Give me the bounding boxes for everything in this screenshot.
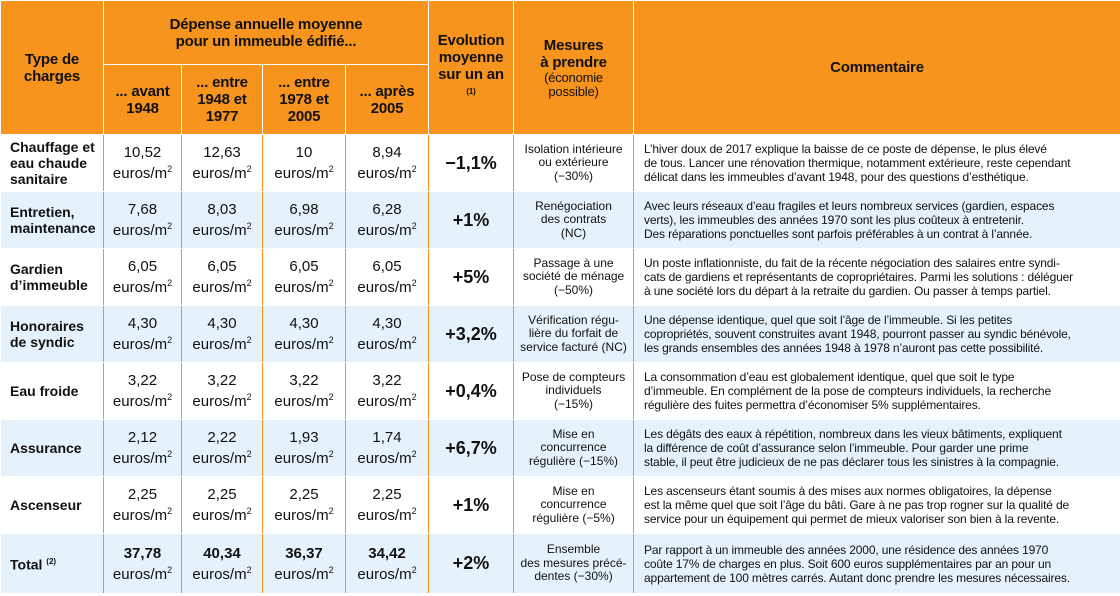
expense-value: 4,30 euros/m2 <box>262 305 346 363</box>
expense-value: 6,05 euros/m2 <box>103 248 182 306</box>
evolution-value: +5% <box>428 248 515 306</box>
table-row: Eau froide 3,22 euros/m2 3,22 euros/m2 3,22 eu… <box>0 362 1120 420</box>
expense-value: 6,28 euros/m2 <box>344 191 430 249</box>
charge-type: Entretien, maintenance <box>0 191 104 249</box>
expense-value: 3,22 euros/m2 <box>103 362 182 420</box>
total-footnote: (2) <box>46 557 57 567</box>
comment-text: La consommation d’eau est globalement id… <box>633 362 1120 420</box>
expense-value: 10 euros/m2 <box>262 134 346 192</box>
header-type-label: Type de charges <box>23 50 81 85</box>
table-row: Chauffage et eau chaude sanitaire 10,52 euro… <box>0 134 1120 192</box>
expense-value: 4,30 euros/m2 <box>344 305 430 363</box>
table-row: Honoraires de syndic 4,30 euros/m2 4,30 euros… <box>0 305 1120 363</box>
expense-value: 36,37 euros/m2 <box>262 533 346 594</box>
expense-value: 4,30 euros/m2 <box>181 305 263 363</box>
expense-value: 2,25 euros/m2 <box>181 476 263 534</box>
measure-text: Isolation intérieure ou extérieure (−30%) <box>513 134 635 192</box>
expense-value: 34,42 euros/m2 <box>344 533 430 594</box>
expense-value: 3,22 euros/m2 <box>344 362 430 420</box>
evolution-value: +2% <box>428 533 515 594</box>
comment-text: Les dégâts des eaux à répétition, nombre… <box>633 419 1120 477</box>
evolution-value: +3,2% <box>428 305 515 363</box>
header-mesures-label: Mesures à prendre (économie possible) <box>540 36 607 99</box>
expense-value: 10,52 euros/m2 <box>103 134 182 192</box>
comment-text: Avec leurs réseaux d’eau fragiles et leu… <box>633 191 1120 249</box>
charge-type: Assurance <box>0 419 104 477</box>
expense-value: 8,03 euros/m2 <box>181 191 263 249</box>
measure-text: Mise en concurrence régulière (−15%) <box>513 419 635 477</box>
comment-text: Une dépense identique, quel que soit l’â… <box>633 305 1120 363</box>
charge-type: Eau froide <box>0 362 104 420</box>
header-period-avant-1948: ... avant 1948 <box>103 64 182 135</box>
evolution-value: +0,4% <box>428 362 515 420</box>
expense-value: 2,12 euros/m2 <box>103 419 182 477</box>
comment-text: Les ascenseurs étant soumis à des mises … <box>633 476 1120 534</box>
evolution-value: −1,1% <box>428 134 515 192</box>
header-period-1978-2005: ... entre 1978 et 2005 <box>262 64 346 135</box>
expense-value: 6,05 euros/m2 <box>262 248 346 306</box>
table-row: Assurance 2,12 euros/m2 2,22 euros/m2 1,93 eur… <box>0 419 1120 477</box>
charge-type: Ascenseur <box>0 476 104 534</box>
charge-type: Chauffage et eau chaude sanitaire <box>0 134 104 192</box>
header-evolution: Evolution moyenne sur un an (1) <box>428 0 515 135</box>
table-row: Entretien, maintenance 7,68 euros/m2 8,03 eur… <box>0 191 1120 249</box>
evolution-value: +1% <box>428 191 515 249</box>
header-commentaire: Commentaire <box>633 0 1120 135</box>
header-period-apres-2005: ... après 2005 <box>344 64 430 135</box>
expense-value: 40,34 euros/m2 <box>181 533 263 594</box>
comment-text: Par rapport à un immeuble des années 200… <box>633 533 1120 594</box>
table-row: Ascenseur 2,25 euros/m2 2,25 euros/m2 2,25 eur… <box>0 476 1120 534</box>
expense-value: 3,22 euros/m2 <box>181 362 263 420</box>
charge-type: Honoraires de syndic <box>0 305 104 363</box>
header-mesures: Mesures à prendre (économie possible) <box>513 0 635 135</box>
expense-value: 8,94 euros/m2 <box>344 134 430 192</box>
expense-value: 4,30 euros/m2 <box>103 305 182 363</box>
header-period-1948-1977: ... entre 1948 et 1977 <box>181 64 263 135</box>
expense-value: 7,68 euros/m2 <box>103 191 182 249</box>
expense-value: 1,93 euros/m2 <box>262 419 346 477</box>
measure-text: Passage à une société de ménage (−50%) <box>513 248 635 306</box>
measure-text: Renégociation des contrats (NC) <box>513 191 635 249</box>
table-row: Total (2) 37,78 euros/m2 40,34 euros/m2 36,37… <box>0 533 1120 594</box>
comment-text: L’hiver doux de 2017 explique la baisse … <box>633 134 1120 192</box>
measure-text: Pose de compteurs individuels (−15%) <box>513 362 635 420</box>
measure-text: Ensemble des mesures précé-dentes (−30%) <box>513 533 635 594</box>
charge-type: Gardien d’immeuble <box>0 248 104 306</box>
measure-text: Mise en concurrence régulière (−5%) <box>513 476 635 534</box>
header-depense: Dépense annuelle moyenne pour un immeuble… <box>102 0 430 65</box>
charge-type: Total (2) <box>0 533 104 594</box>
evolution-value: +6,7% <box>428 419 515 477</box>
expense-value: 2,22 euros/m2 <box>181 419 263 477</box>
measure-text: Vérification régu-lière du forfait de ser… <box>513 305 635 363</box>
header-type: Type de charges <box>0 0 104 135</box>
table-row: Gardien d’immeuble 6,05 euros/m2 6,05 euros/m… <box>0 248 1120 306</box>
expense-value: 2,25 euros/m2 <box>262 476 346 534</box>
expense-value: 6,98 euros/m2 <box>262 191 346 249</box>
evolution-footnote: (1) <box>466 86 476 96</box>
expense-value: 3,22 euros/m2 <box>262 362 346 420</box>
expense-value: 2,25 euros/m2 <box>344 476 430 534</box>
evolution-value: +1% <box>428 476 515 534</box>
header-depense-label: Dépense annuelle moyenne pour un immeuble… <box>169 15 363 50</box>
expense-value: 6,05 euros/m2 <box>344 248 430 306</box>
comment-text: Un poste inflationniste, du fait de la r… <box>633 248 1120 306</box>
header-evolution-label: Evolution moyenne sur un an (1) <box>437 31 505 96</box>
expense-value: 2,25 euros/m2 <box>103 476 182 534</box>
expense-value: 1,74 euros/m2 <box>344 419 430 477</box>
expense-value: 37,78 euros/m2 <box>103 533 182 594</box>
expense-value: 6,05 euros/m2 <box>181 248 263 306</box>
expense-value: 12,63 euros/m2 <box>181 134 263 192</box>
